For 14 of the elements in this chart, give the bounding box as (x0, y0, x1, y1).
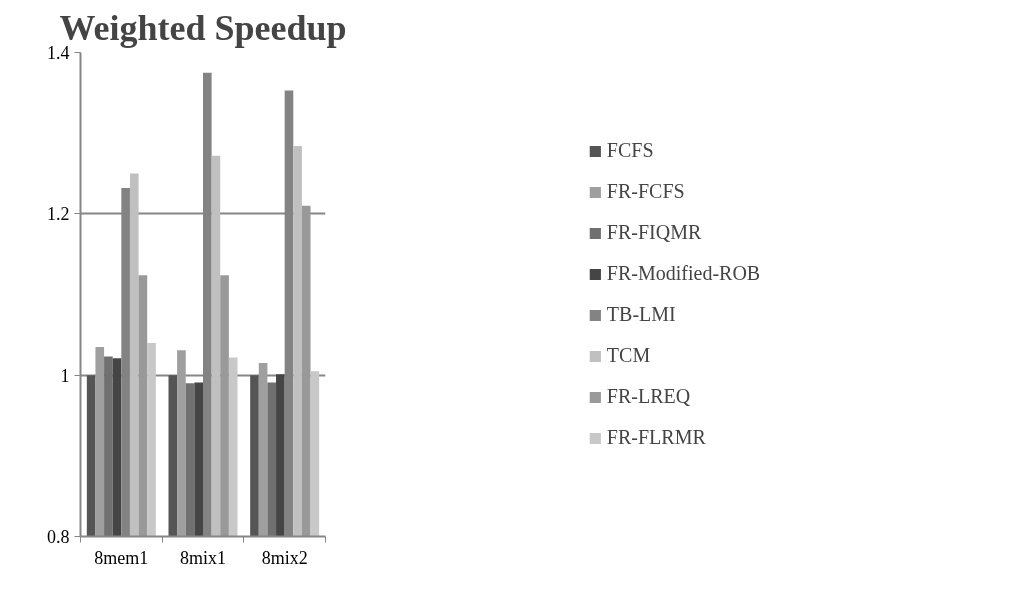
legend-label: FR-FLRMR (606, 426, 706, 449)
y-tick-label: 0.8 (47, 527, 70, 547)
y-tick-label: 1 (60, 365, 70, 386)
legend-label: TCM (606, 344, 651, 367)
legend-label: FCFS (606, 139, 654, 162)
y-tick-label: 1.2 (47, 204, 70, 225)
legend-label: TB-LMI (606, 303, 676, 326)
legend-label: FR-LREQ (606, 385, 691, 408)
legend-label: FR-FIQMR (606, 221, 702, 244)
x-tick-label: 8mix2 (261, 547, 308, 568)
legend-label: FR-FCFS (606, 180, 685, 203)
x-tick-label: 8mem1 (94, 547, 149, 568)
x-tick-label: 8mix1 (180, 547, 227, 568)
legend-label: FR-Modified-ROB (606, 262, 761, 285)
